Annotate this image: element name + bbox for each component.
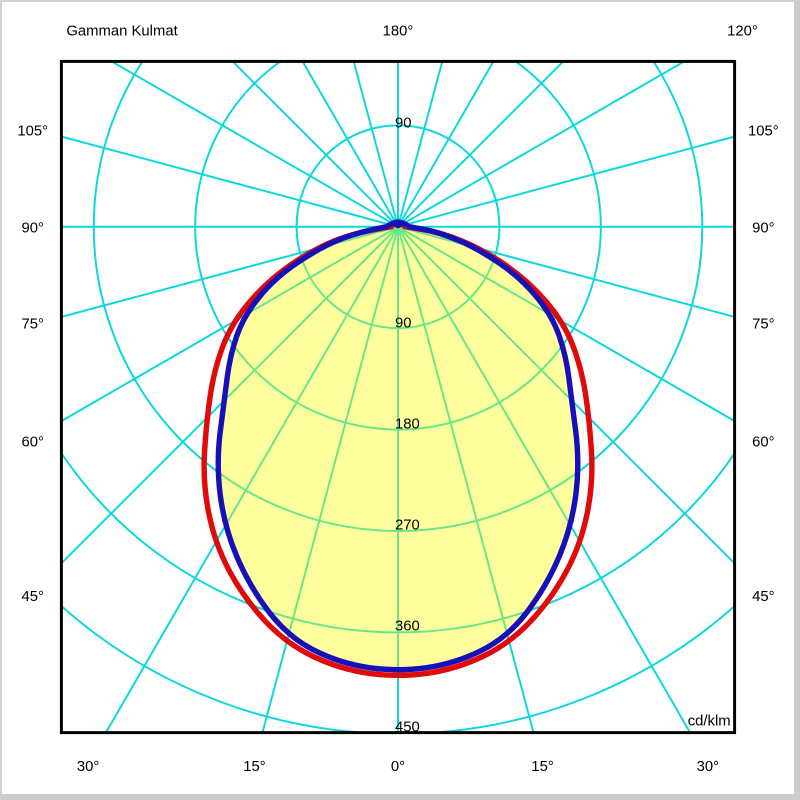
right-angle-label-3: 60°	[752, 435, 775, 451]
grid-radial-line-165	[397, 61, 444, 227]
left-angle-label-3: 60°	[21, 435, 44, 451]
radial-tick-label-2: 180	[395, 417, 420, 433]
bottom-angle-label-3: 15°	[531, 759, 554, 775]
left-angle-label-0: 105°	[17, 124, 48, 140]
grid-radial-line-210	[301, 61, 399, 228]
radial-tick-label-0: 90	[395, 116, 412, 132]
grid-radial-line-240	[109, 61, 399, 228]
top-angle-label-1: 120°	[727, 24, 758, 40]
grid-radial-line-315	[61, 226, 399, 565]
left-angle-label-2: 75°	[21, 317, 44, 333]
grid-radial-line-345	[261, 226, 399, 733]
grid-radial-line-105	[397, 135, 735, 228]
right-angle-label-1: 90°	[752, 221, 775, 237]
red-curve	[201, 219, 595, 679]
yellow-fill	[218, 222, 578, 670]
grid-radial-line-255	[61, 135, 399, 228]
grid-radial-line-75	[397, 225, 735, 318]
radial-tick-label-3: 270	[395, 518, 420, 534]
bottom-angle-label-2: 0°	[391, 759, 405, 775]
page-title: Gamman Kulmat	[66, 24, 178, 40]
left-angle-label-4: 45°	[21, 589, 44, 605]
left-angle-label-1: 90°	[21, 221, 44, 237]
top-angle-label-0: 180°	[383, 24, 414, 40]
grid-radial-line-195	[352, 61, 399, 227]
chart-frame	[59, 59, 737, 735]
labels-layer: Gamman Kulmat 180° 120° 105° 90° 75° 60° 45° 105…	[17, 24, 778, 776]
pole-dot	[393, 219, 403, 229]
unit-label: cd/klm	[688, 714, 731, 730]
grid-radial-line-150	[397, 61, 495, 228]
grid-radial-line-285	[61, 225, 399, 318]
grid-radial-line-225	[231, 61, 399, 228]
bottom-angle-label-0: 30°	[77, 759, 100, 775]
radial-tick-label-1: 90	[395, 316, 412, 332]
right-angle-label-4: 45°	[752, 589, 775, 605]
radial-tick-label-5: 450	[395, 720, 420, 736]
right-angle-label-2: 75°	[752, 317, 775, 333]
bottom-angle-label-1: 15°	[243, 759, 266, 775]
radial-tick-label-4: 360	[395, 619, 420, 635]
grid-radial-line-45	[397, 226, 735, 565]
grid-radial-line-300	[61, 225, 399, 423]
blue-curve	[215, 219, 581, 673]
grid-radial-line-135	[397, 61, 565, 228]
grid-radial-line-15	[397, 226, 535, 733]
bottom-angle-label-4: 30°	[697, 759, 720, 775]
right-angle-label-0: 105°	[748, 124, 779, 140]
grid-radial-line-60	[397, 225, 735, 423]
grid-radial-line-120	[397, 61, 687, 228]
